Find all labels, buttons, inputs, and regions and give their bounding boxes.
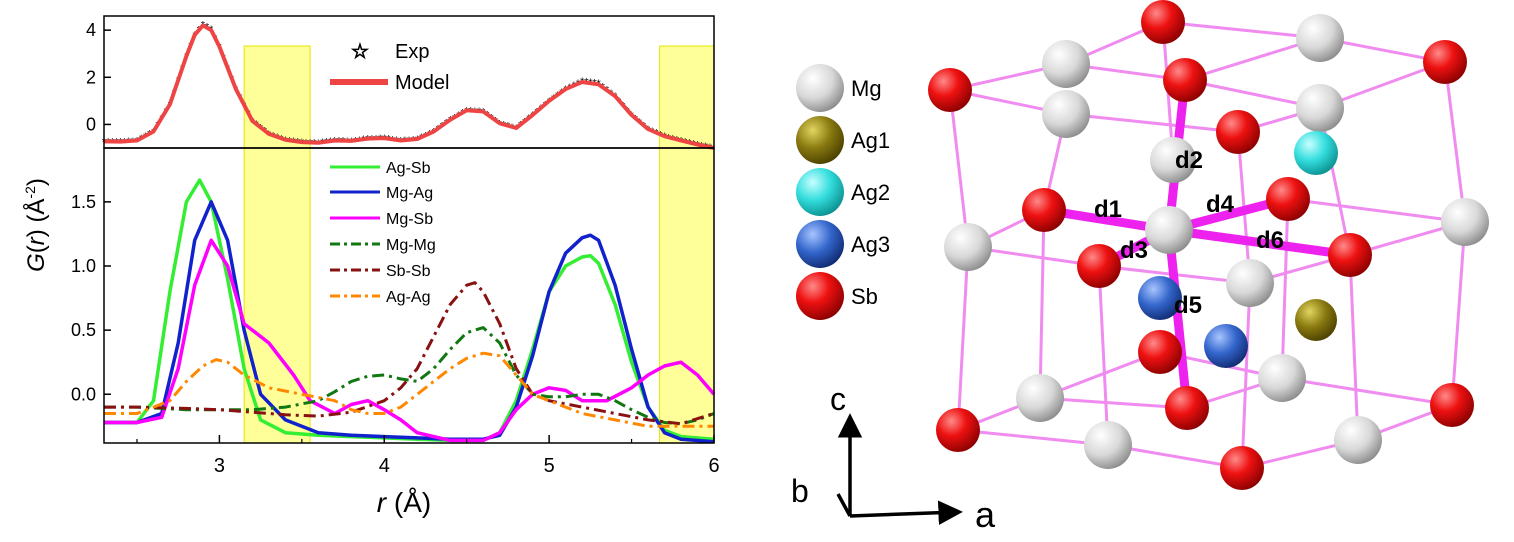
atom-mg [1441, 198, 1489, 246]
bottom-legend: Ag-Sb Mg-Ag Mg-Sb Mg-Mg Sb-Sb Ag-Ag [330, 160, 436, 306]
atom-mg [1084, 421, 1132, 469]
axis-c-label: c [830, 381, 846, 417]
legend-star-marker: ☆ [351, 41, 369, 63]
atom-sb [1216, 110, 1260, 154]
series-line-sb-sb [104, 281, 715, 426]
legend-ag2-label: Ag2 [851, 180, 890, 205]
series-line-model [103, 23, 715, 150]
atom-sb [928, 68, 972, 112]
bond-label-d3: d3 [1120, 237, 1148, 264]
legend-sb-label: Sb [851, 284, 878, 309]
atom-mg [1016, 374, 1064, 422]
axis-b-label: b [791, 473, 809, 509]
atom-mg [1150, 137, 1196, 183]
atom-ag3 [1138, 276, 1182, 320]
crystal-axes: c b a [791, 381, 996, 535]
axis-b-arrow [836, 493, 852, 517]
y-axis-title: G(r) (Å-2) [22, 178, 50, 272]
bond-label-d5: d5 [1174, 292, 1202, 319]
x-tick-label: 5 [544, 455, 555, 477]
legend-ag1-ball [796, 116, 844, 164]
series-line-mg-mg [104, 326, 715, 426]
shaded-region-1 [659, 45, 715, 444]
axis-a-label: a [975, 494, 996, 535]
tick-layer [104, 29, 715, 443]
legend-label-ag-sb: Ag-Sb [386, 160, 431, 177]
bond-label-d4: d4 [1206, 191, 1235, 218]
atom-mg [1042, 40, 1090, 88]
legend-label-mg-sb: Mg-Sb [386, 211, 433, 228]
legend-item-sb: Sb [796, 272, 878, 320]
atom-mg [1296, 14, 1344, 62]
atom-sb [1430, 383, 1474, 427]
series-line-ag-ag [104, 351, 714, 428]
legend-sb-ball [796, 272, 844, 320]
atom-mg [1042, 90, 1090, 138]
legend-item-ag1: Ag1 [796, 116, 890, 164]
legend-mg-label: Mg [851, 76, 882, 101]
x-tick-label: 3 [214, 455, 225, 477]
bond-label-d6: d6 [1256, 227, 1284, 254]
legend-ag2-ball [796, 168, 844, 216]
legend-label-exp: Exp [395, 41, 429, 63]
y-tick-label-top: 2 [86, 67, 96, 87]
atom-mg [1296, 84, 1344, 132]
atom-sb [1022, 188, 1066, 232]
legend-ag3-ball [796, 220, 844, 268]
y-tick-label-top: 0 [86, 114, 96, 134]
atom-sb [1423, 40, 1467, 84]
y-tick-label-bottom: 1.5 [71, 192, 96, 212]
atom-sb [1077, 244, 1121, 288]
bottom-panel-frame [103, 147, 715, 444]
atom-sb [1138, 330, 1182, 374]
atom-mg [1334, 416, 1382, 464]
top-legend: ☆ Exp Model [330, 41, 449, 94]
atom-sb [1220, 446, 1264, 490]
y-tick-label-bottom: 1.0 [71, 256, 96, 276]
atom-legend: Mg Ag1 Ag2 Ag3 Sb [796, 64, 890, 320]
legend-label-mg-mg: Mg-Mg [386, 237, 436, 254]
atom-ag2 [1294, 131, 1338, 175]
atom-sb [936, 408, 980, 452]
pdf-chart: * * * * * * * * * * * * *********** * * * *********** * * *… [22, 15, 720, 518]
legend-item-ag3: Ag3 [796, 220, 890, 268]
atom-mg [1226, 259, 1274, 307]
y-tick-label-bottom: 0.0 [71, 384, 96, 404]
bond-label-d2: d2 [1175, 147, 1203, 174]
atom-sb [1266, 177, 1310, 221]
atom-sb [1165, 386, 1209, 430]
series-line-mg-sb [104, 238, 716, 443]
atoms [928, 0, 1489, 490]
legend-ag1-label: Ag1 [851, 128, 890, 153]
legend-label-ag-ag: Ag-Ag [386, 289, 430, 306]
atom-sb [1328, 233, 1372, 277]
atom-sb [1163, 58, 1207, 102]
tick-label-layer: 3 4 5 6 4 2 0 1.5 1.0 0.5 0.0 [71, 20, 720, 477]
y-tick-label-top: 4 [86, 20, 96, 40]
y-tick-label-bottom: 0.5 [71, 320, 96, 340]
atom-mg [944, 223, 992, 271]
legend-label-model: Model [395, 72, 449, 94]
axis-a-arrow [849, 500, 963, 525]
legend-item-ag2: Ag2 [796, 168, 890, 216]
x-tick-label: 6 [708, 455, 719, 477]
bond-labels: d1 d2 d3 d4 d5 d6 [1094, 147, 1284, 319]
crystal-structure: Mg Ag1 Ag2 Ag3 Sb [791, 0, 1489, 535]
x-axis-title: r (Å) [377, 487, 431, 518]
atom-mg-center [1145, 206, 1193, 254]
legend-label-sb-sb: Sb-Sb [386, 263, 431, 280]
atom-mg [1258, 354, 1306, 402]
bond-label-d1: d1 [1094, 196, 1122, 223]
legend-item-mg: Mg [796, 64, 882, 112]
atom-sb [1141, 0, 1185, 44]
legend-mg-ball [796, 64, 844, 112]
x-tick-label: 4 [379, 455, 390, 477]
legend-ag3-label: Ag3 [851, 232, 890, 257]
atom-ag1 [1295, 299, 1337, 341]
legend-label-mg-ag: Mg-Ag [386, 185, 433, 202]
atom-ag3 [1204, 324, 1248, 368]
